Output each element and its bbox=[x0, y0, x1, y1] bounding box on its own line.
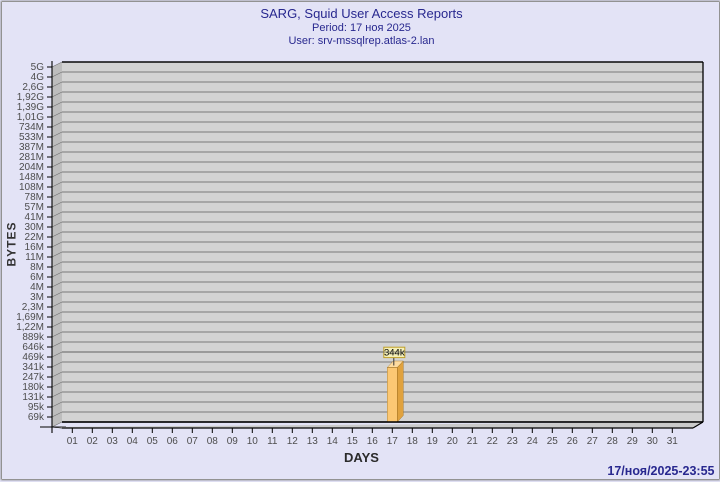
svg-text:05: 05 bbox=[146, 436, 158, 447]
svg-text:20: 20 bbox=[446, 436, 458, 447]
svg-text:13: 13 bbox=[306, 436, 318, 447]
svg-text:01: 01 bbox=[66, 436, 78, 447]
svg-text:12: 12 bbox=[286, 436, 298, 447]
svg-text:19: 19 bbox=[426, 436, 438, 447]
svg-text:23: 23 bbox=[506, 436, 518, 447]
svg-text:25: 25 bbox=[546, 436, 558, 447]
svg-text:06: 06 bbox=[166, 436, 178, 447]
svg-text:10: 10 bbox=[246, 436, 258, 447]
svg-text:21: 21 bbox=[466, 436, 478, 447]
svg-text:09: 09 bbox=[226, 436, 238, 447]
svg-text:24: 24 bbox=[526, 436, 538, 447]
svg-text:22: 22 bbox=[486, 436, 498, 447]
svg-text:344k: 344k bbox=[383, 347, 404, 358]
svg-text:31: 31 bbox=[666, 436, 678, 447]
svg-text:29: 29 bbox=[626, 436, 638, 447]
svg-text:27: 27 bbox=[586, 436, 598, 447]
svg-text:02: 02 bbox=[86, 436, 98, 447]
svg-text:14: 14 bbox=[326, 436, 338, 447]
svg-text:04: 04 bbox=[126, 436, 138, 447]
svg-text:17: 17 bbox=[386, 436, 398, 447]
svg-text:18: 18 bbox=[406, 436, 418, 447]
svg-text:03: 03 bbox=[106, 436, 118, 447]
svg-text:11: 11 bbox=[267, 436, 278, 447]
svg-text:15: 15 bbox=[346, 436, 358, 447]
svg-text:08: 08 bbox=[206, 436, 218, 447]
svg-text:28: 28 bbox=[606, 436, 618, 447]
svg-text:30: 30 bbox=[646, 436, 658, 447]
svg-text:26: 26 bbox=[566, 436, 578, 447]
svg-text:16: 16 bbox=[366, 436, 378, 447]
svg-text:69k: 69k bbox=[27, 412, 44, 423]
svg-text:07: 07 bbox=[186, 436, 198, 447]
